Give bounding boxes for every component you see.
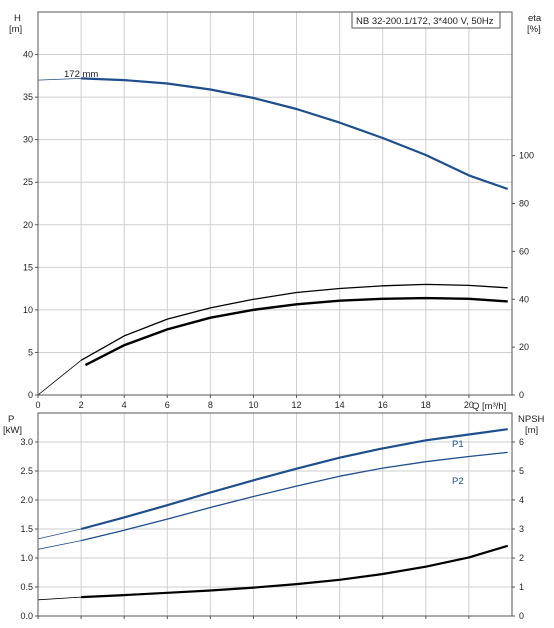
x-tick-label: 2 xyxy=(79,400,84,410)
eta-axis-label-line1: eta xyxy=(528,13,542,24)
series-label-p2: P2 xyxy=(452,476,464,487)
bottom-left-tick-label: 1.5 xyxy=(20,524,33,534)
bottom-series-line-1 xyxy=(80,451,508,542)
chart-title-box xyxy=(351,11,501,29)
bottom-left-tick-label: 0.5 xyxy=(20,582,33,592)
bottom-right-tick-label: 6 xyxy=(519,437,524,447)
x-tick-label: 12 xyxy=(292,400,302,410)
npsh-axis-label-line1: NPSH xyxy=(518,414,545,425)
top-left-tick-label: 15 xyxy=(23,262,33,272)
x-tick-label: 10 xyxy=(248,400,258,410)
bottom-left-tick-label: 2.0 xyxy=(20,495,33,505)
x-tick-label: 0 xyxy=(35,400,40,410)
bottom-left-tick-label: 2.5 xyxy=(20,466,33,476)
x-tick-label: 4 xyxy=(122,400,127,410)
bottom-right-tick-label: 1 xyxy=(519,582,524,592)
eta-axis-label: eta [%] xyxy=(527,13,544,35)
top-right-tick-label: 80 xyxy=(519,199,529,209)
bottom-left-tick-label: 3.0 xyxy=(20,437,33,447)
bottom-left-tick-label: 0.0 xyxy=(20,611,33,621)
top-right-tick-label: 60 xyxy=(519,246,529,256)
h-axis-label-line2: [m] xyxy=(9,24,22,35)
x-tick-label: 6 xyxy=(165,400,170,410)
top-chart-series xyxy=(37,77,509,396)
bottom-right-tick-label: 0 xyxy=(519,611,524,621)
top-chart-ticks: 0 2 4 6 8 10 12 14 16 18 20 0 5 10 15 20 25 30 35 40 0 20 40 60… xyxy=(23,50,534,410)
top-right-tick-label: 100 xyxy=(519,151,534,161)
bottom-chart-ticks: 0.0 0.5 1.0 1.5 2.0 2.5 3.0 0 1 2 3 4 5 6 xyxy=(20,437,524,621)
bottom-right-tick-label: 5 xyxy=(519,466,524,476)
x-tick-label: 16 xyxy=(378,400,388,410)
bottom-left-tick-label: 1.0 xyxy=(20,553,33,563)
eta-axis-label-line2: [%] xyxy=(527,24,541,35)
top-left-tick-label: 10 xyxy=(23,305,33,315)
npsh-axis-label: NPSH [m] xyxy=(518,414,547,436)
top-right-tick-label: 20 xyxy=(519,342,529,352)
bottom-right-tick-label: 4 xyxy=(519,495,524,505)
chart-title: NB 32-200.1/172, 3*400 V, 50Hz xyxy=(356,16,494,27)
h-axis-label-line1: H xyxy=(14,13,21,24)
top-series-line-2 xyxy=(84,296,508,367)
top-left-tick-label: 5 xyxy=(28,347,33,357)
h-axis-label: H [m] xyxy=(9,13,24,35)
top-left-tick-label: 35 xyxy=(23,92,33,102)
bottom-series-lead-0 xyxy=(37,528,82,540)
bottom-series-lead-2 xyxy=(37,596,82,601)
top-left-tick-label: 0 xyxy=(28,390,33,400)
q-axis-label: Q [m³/h] xyxy=(472,401,506,412)
bottom-chart-grid xyxy=(35,413,515,619)
top-chart-grid xyxy=(35,12,515,398)
x-tick-label: 18 xyxy=(421,400,431,410)
top-chart-frame xyxy=(37,11,513,396)
top-right-tick-label: 40 xyxy=(519,294,529,304)
x-tick-label: 20 xyxy=(464,400,474,410)
top-series-line-1 xyxy=(80,283,508,361)
p-axis-label: P [kW] xyxy=(3,414,22,436)
series-label-172mm: 172 mm xyxy=(64,69,98,80)
p-axis-label-line2: [kW] xyxy=(3,425,22,436)
bottom-series-line-2 xyxy=(81,544,509,599)
bottom-series-lead-1 xyxy=(37,540,82,550)
x-tick-label: 14 xyxy=(335,400,345,410)
npsh-axis-label-line2: [m] xyxy=(525,425,538,436)
top-right-tick-label: 0 xyxy=(519,390,524,400)
series-label-p1: P1 xyxy=(452,439,464,450)
bottom-chart-series xyxy=(37,428,509,601)
top-left-tick-label: 20 xyxy=(23,220,33,230)
bottom-right-tick-label: 3 xyxy=(519,524,524,534)
top-left-tick-label: 40 xyxy=(23,50,33,60)
bottom-right-tick-label: 2 xyxy=(519,553,524,563)
top-left-tick-label: 30 xyxy=(23,135,33,145)
p-axis-label-line1: P xyxy=(8,414,14,425)
top-series-lead-1 xyxy=(37,359,82,396)
x-tick-label: 8 xyxy=(208,400,213,410)
bottom-chart-frame xyxy=(37,412,513,617)
top-left-tick-label: 25 xyxy=(23,177,33,187)
bottom-series-line-0 xyxy=(80,428,508,531)
top-series-lead-0 xyxy=(37,78,82,81)
top-series-line-0 xyxy=(81,77,509,191)
